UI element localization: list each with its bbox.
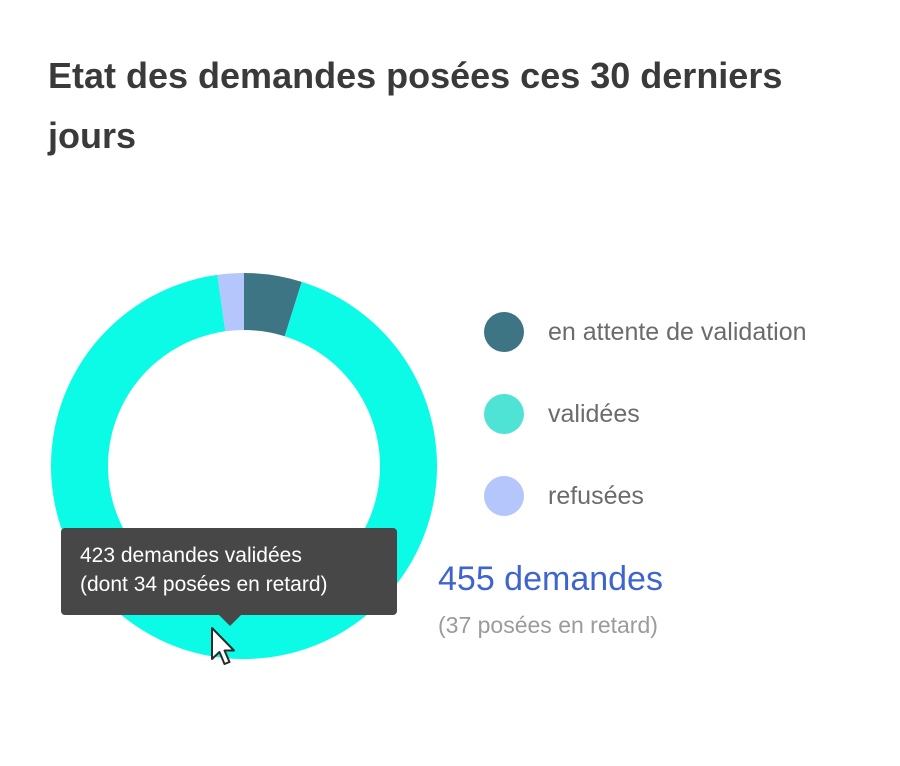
- legend-dot-icon: [484, 394, 524, 434]
- legend-dot-icon: [484, 476, 524, 516]
- chart-title: Etat des demandes posées ces 30 derniers…: [48, 55, 783, 156]
- donut-slice-en-attente[interactable]: [244, 273, 302, 337]
- tooltip-line-2: (dont 34 posées en retard): [80, 573, 328, 596]
- legend-label: en attente de validation: [548, 317, 807, 346]
- donut-slice-refusees[interactable]: [217, 273, 244, 332]
- late-requests: (37 posées en retard): [438, 612, 658, 638]
- chart-legend: en attente de validation validées refusé…: [484, 312, 807, 558]
- mouse-pointer-icon: [211, 627, 235, 665]
- legend-dot-icon: [484, 312, 524, 352]
- chart-tooltip: 423 demandes validées (dont 34 posées en…: [61, 528, 397, 626]
- legend-item-refusees[interactable]: refusées: [484, 476, 807, 516]
- legend-item-validees[interactable]: validées: [484, 394, 807, 434]
- legend-label: refusées: [548, 481, 644, 510]
- tooltip-arrow: [219, 615, 241, 626]
- legend-label: validées: [548, 399, 640, 428]
- total-requests: 455 demandes: [438, 560, 663, 598]
- tooltip-line-1: 423 demandes validées: [80, 544, 302, 567]
- legend-item-en-attente[interactable]: en attente de validation: [484, 312, 807, 352]
